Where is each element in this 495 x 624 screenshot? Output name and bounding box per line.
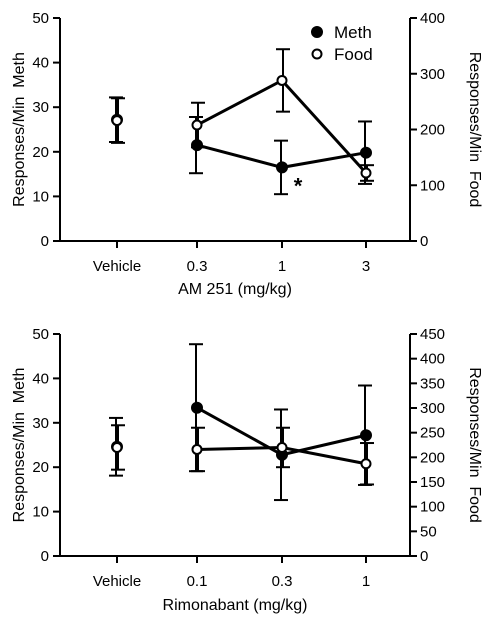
left-y-tick-label: 20 [32, 144, 49, 161]
x-axis-title: Rimonabant (mg/kg) [163, 597, 308, 614]
legend-label-food: Food [334, 45, 373, 64]
x-tick-label: Vehicle [93, 258, 141, 275]
left-y-tick-label: 10 [32, 504, 49, 521]
x-tick-label: 0.3 [187, 258, 208, 275]
legend-marker-food [311, 48, 323, 60]
right-y-tick-label: 200 [420, 449, 445, 466]
left-y-tick-label: 40 [32, 55, 49, 72]
significance-asterisk: * [294, 173, 303, 198]
right-y-tick-label: 150 [420, 474, 445, 491]
right-y-axis-title: Responses/Min Food [466, 52, 483, 208]
x-tick-label: 0.1 [187, 573, 208, 590]
right-y-tick-label: 400 [420, 351, 445, 368]
x-tick-label: Vehicle [93, 573, 141, 590]
x-tick-label: 1 [362, 573, 370, 590]
left-y-axis-title: Responses/Min Meth [11, 368, 28, 523]
right-y-tick-label: 300 [420, 400, 445, 417]
meth-data-point [360, 146, 372, 159]
left-y-tick-label: 0 [41, 548, 49, 565]
food-data-point [276, 74, 288, 86]
right-y-tick-label: 350 [420, 375, 445, 392]
right-y-tick-label: 450 [420, 326, 445, 343]
food-data-point [191, 443, 203, 455]
left-y-tick-label: 50 [32, 10, 49, 27]
food-data-point [111, 115, 123, 127]
legend-marker-meth [311, 26, 323, 38]
food-data-point [191, 119, 203, 131]
meth-data-point [276, 161, 288, 174]
food-data-point [360, 167, 372, 179]
right-y-tick-label: 50 [420, 523, 437, 540]
left-y-tick-label: 0 [41, 233, 49, 250]
right-y-tick-label: 200 [420, 122, 445, 139]
panel-am251: 0 10 20 30 40 50 0 100 200 300 400 Vehicle 0.3 1 3 AM 2… [11, 10, 483, 298]
food-data-point [360, 458, 372, 470]
left-y-axis-title: Responses/Min Meth [11, 52, 28, 207]
meth-data-point [191, 401, 203, 414]
legend-label-meth: Meth [334, 23, 372, 42]
right-y-tick-label: 0 [420, 548, 428, 565]
x-axis-title: AM 251 (mg/kg) [178, 281, 292, 298]
left-y-tick-label: 10 [32, 188, 49, 205]
left-y-tick-label: 30 [32, 99, 49, 116]
meth-data-point [360, 429, 372, 442]
x-tick-label: 0.3 [272, 573, 293, 590]
right-y-axis-title: Responses/Min Food [466, 367, 483, 523]
meth-data-point [191, 139, 203, 152]
left-y-tick-label: 30 [32, 415, 49, 432]
panel-rimonabant: 0 10 20 30 40 50 0 50 100 150 200 250 300 350 400 450 Ve… [11, 326, 483, 614]
right-y-tick-label: 100 [420, 177, 445, 194]
food-data-point [111, 441, 123, 453]
right-y-tick-label: 300 [420, 66, 445, 83]
left-y-tick-label: 20 [32, 459, 49, 476]
x-tick-label: 3 [362, 258, 370, 275]
right-y-tick-label: 0 [420, 233, 428, 250]
right-y-tick-label: 250 [420, 425, 445, 442]
left-y-tick-label: 50 [32, 326, 49, 343]
right-y-tick-label: 400 [420, 10, 445, 27]
food-data-point [276, 441, 288, 453]
left-y-tick-label: 40 [32, 370, 49, 387]
right-y-tick-label: 100 [420, 499, 445, 516]
x-tick-label: 1 [278, 258, 286, 275]
